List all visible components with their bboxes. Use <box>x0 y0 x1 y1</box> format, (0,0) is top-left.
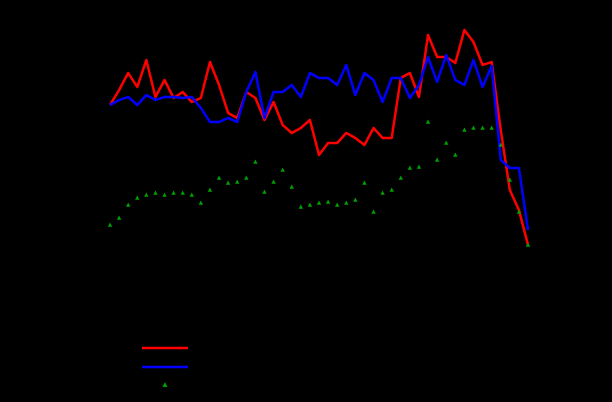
data-point <box>371 209 376 214</box>
data-point <box>344 200 349 205</box>
data-point <box>334 202 340 207</box>
data-point <box>271 179 276 184</box>
data-point <box>362 180 367 185</box>
data-point <box>498 142 503 147</box>
data-point <box>162 192 167 197</box>
data-point <box>189 192 194 197</box>
data-line <box>108 28 530 246</box>
data-point <box>262 189 267 194</box>
data-point <box>525 242 531 247</box>
data-point <box>325 199 331 204</box>
data-point <box>453 152 458 157</box>
data-point <box>225 180 231 185</box>
data-point <box>516 209 522 214</box>
data-point <box>398 175 403 180</box>
data-point <box>216 175 222 180</box>
data-point <box>153 190 158 195</box>
data-point <box>507 177 513 182</box>
data-point <box>444 140 449 145</box>
data-point <box>180 190 185 195</box>
data-point <box>416 164 422 169</box>
data-point <box>316 200 322 205</box>
data-point <box>280 167 285 172</box>
data-point <box>244 175 249 180</box>
data-point <box>380 190 385 195</box>
data-point <box>116 215 122 220</box>
data-point <box>107 222 113 227</box>
data-point <box>171 190 176 195</box>
data-point <box>298 204 304 209</box>
data-point <box>207 187 213 192</box>
data-point <box>462 127 467 132</box>
data-point <box>289 184 294 189</box>
legend-swatch <box>162 382 168 387</box>
data-point <box>425 119 431 124</box>
data-point <box>480 125 485 130</box>
data-point <box>198 200 204 205</box>
data-point <box>253 159 258 164</box>
data-point <box>353 197 358 202</box>
data-point <box>135 195 140 200</box>
data-point <box>407 165 413 170</box>
data-point <box>389 187 394 192</box>
data-point <box>125 202 131 207</box>
data-line <box>109 53 530 231</box>
data-point <box>144 192 149 197</box>
data-point <box>434 157 440 162</box>
data-point <box>489 125 494 130</box>
data-point <box>307 202 313 207</box>
legend <box>142 346 188 387</box>
data-point <box>471 125 476 130</box>
data-point <box>235 179 240 184</box>
